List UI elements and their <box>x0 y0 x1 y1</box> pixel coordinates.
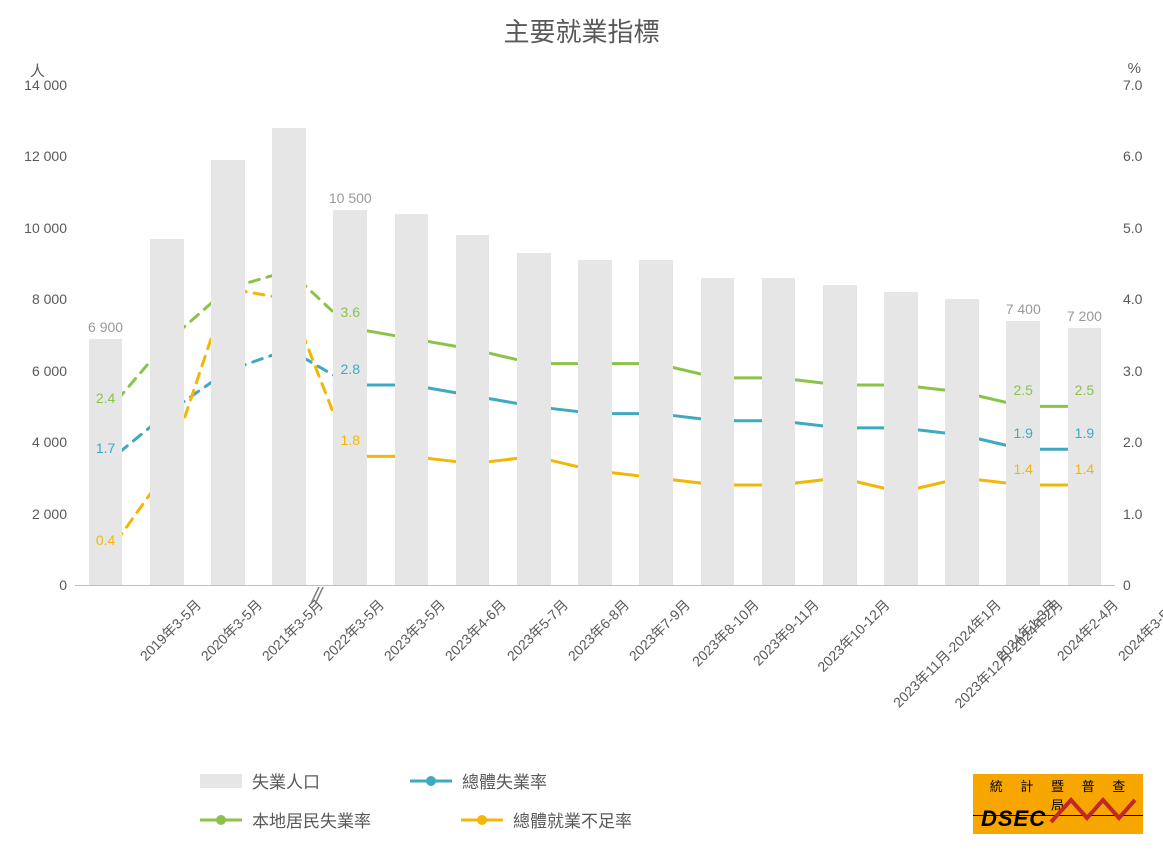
x-tick-label: 2023年10-12月 <box>812 595 893 676</box>
legend-swatch-line <box>200 813 242 827</box>
line-value-label: 1.4 <box>1075 461 1094 477</box>
bar <box>578 260 612 585</box>
legend: 失業人口 總體失業率 本地居民失業率 總體就業不足率 <box>200 768 850 846</box>
legend-swatch-line <box>410 774 452 788</box>
dsec-logo: 統 計 暨 普 查 局 DSEC <box>973 774 1143 834</box>
legend-swatch-line <box>461 813 503 827</box>
legend-item-line-2: 總體就業不足率 <box>461 807 632 832</box>
bar <box>211 160 245 585</box>
y-tick-right: 3.0 <box>1123 363 1142 379</box>
bar <box>517 253 551 585</box>
y-tick-left: 12 000 <box>24 148 67 164</box>
x-tick-label: 2023年5-7月 <box>502 595 572 665</box>
bar <box>1006 321 1040 585</box>
chart-title: 主要就業指標 <box>0 12 1163 49</box>
bar <box>762 278 796 585</box>
y-tick-right: 1.0 <box>1123 506 1142 522</box>
legend-label: 總體失業率 <box>462 768 547 793</box>
line-value-label: 3.6 <box>341 304 360 320</box>
line-value-label: 2.4 <box>96 390 115 406</box>
line-value-label: 1.8 <box>341 432 360 448</box>
bar <box>639 260 673 585</box>
legend-label: 總體就業不足率 <box>513 807 632 832</box>
y-tick-left: 0 <box>59 577 67 593</box>
line-value-label: 2.5 <box>1014 382 1033 398</box>
legend-label: 失業人口 <box>252 768 320 793</box>
axis-break-icon: // <box>312 583 320 609</box>
bar-value-label: 7 400 <box>1006 301 1041 317</box>
legend-swatch-bar <box>200 774 242 788</box>
y-axis-right-label: % <box>1128 60 1141 77</box>
y-tick-left: 8 000 <box>32 291 67 307</box>
bar-value-label: 6 900 <box>88 319 123 335</box>
line-value-label: 0.4 <box>96 532 115 548</box>
bar-value-label: 10 500 <box>329 190 372 206</box>
bar <box>456 235 490 585</box>
logo-zig-icon <box>1049 794 1139 828</box>
x-tick-label: 2022年3-5月 <box>318 595 388 665</box>
y-tick-right: 2.0 <box>1123 434 1142 450</box>
legend-item-bar: 失業人口 <box>200 768 320 793</box>
bar-value-label: 7 200 <box>1067 308 1102 324</box>
x-tick-label: 2023年6-8月 <box>563 595 633 665</box>
bar <box>823 285 857 585</box>
x-tick-label: 2020年3-5月 <box>196 595 266 665</box>
legend-item-line-0: 總體失業率 <box>410 768 547 793</box>
chart-container: 主要就業指標 人 % 02 0004 0006 0008 00010 00012… <box>0 0 1163 852</box>
y-tick-left: 4 000 <box>32 434 67 450</box>
line-value-label: 2.8 <box>341 361 360 377</box>
bar <box>333 210 367 585</box>
bar <box>1068 328 1102 585</box>
y-tick-right: 6.0 <box>1123 148 1142 164</box>
y-tick-left: 14 000 <box>24 77 67 93</box>
y-tick-left: 10 000 <box>24 220 67 236</box>
bar <box>701 278 735 585</box>
y-tick-right: 4.0 <box>1123 291 1142 307</box>
y-tick-left: 6 000 <box>32 363 67 379</box>
y-tick-right: 5.0 <box>1123 220 1142 236</box>
bar <box>272 128 306 585</box>
line-value-label: 1.4 <box>1014 461 1033 477</box>
line-value-label: 1.9 <box>1014 425 1033 441</box>
y-tick-right: 0 <box>1123 577 1131 593</box>
plot-area: 02 0004 0006 0008 00010 00012 00014 0000… <box>75 85 1115 585</box>
x-tick-label: 2023年7-9月 <box>624 595 694 665</box>
x-tick-label: 2023年11月-2024年1月 <box>888 595 1005 712</box>
x-tick-label: 2024年3-5月 <box>1114 595 1163 665</box>
y-tick-right: 7.0 <box>1123 77 1142 93</box>
line-value-label: 1.7 <box>96 440 115 456</box>
line-value-label: 2.5 <box>1075 382 1094 398</box>
y-tick-left: 2 000 <box>32 506 67 522</box>
bar <box>945 299 979 585</box>
logo-main-text: DSEC <box>981 806 1046 832</box>
bar <box>884 292 918 585</box>
bar <box>395 214 429 585</box>
x-tick-label: 2023年3-5月 <box>380 595 450 665</box>
bar <box>150 239 184 585</box>
x-tick-label: 2019年3-5月 <box>135 595 205 665</box>
line-value-label: 1.9 <box>1075 425 1094 441</box>
legend-label: 本地居民失業率 <box>252 807 371 832</box>
x-tick-label: 2023年4-6月 <box>441 595 511 665</box>
legend-item-line-1: 本地居民失業率 <box>200 807 371 832</box>
